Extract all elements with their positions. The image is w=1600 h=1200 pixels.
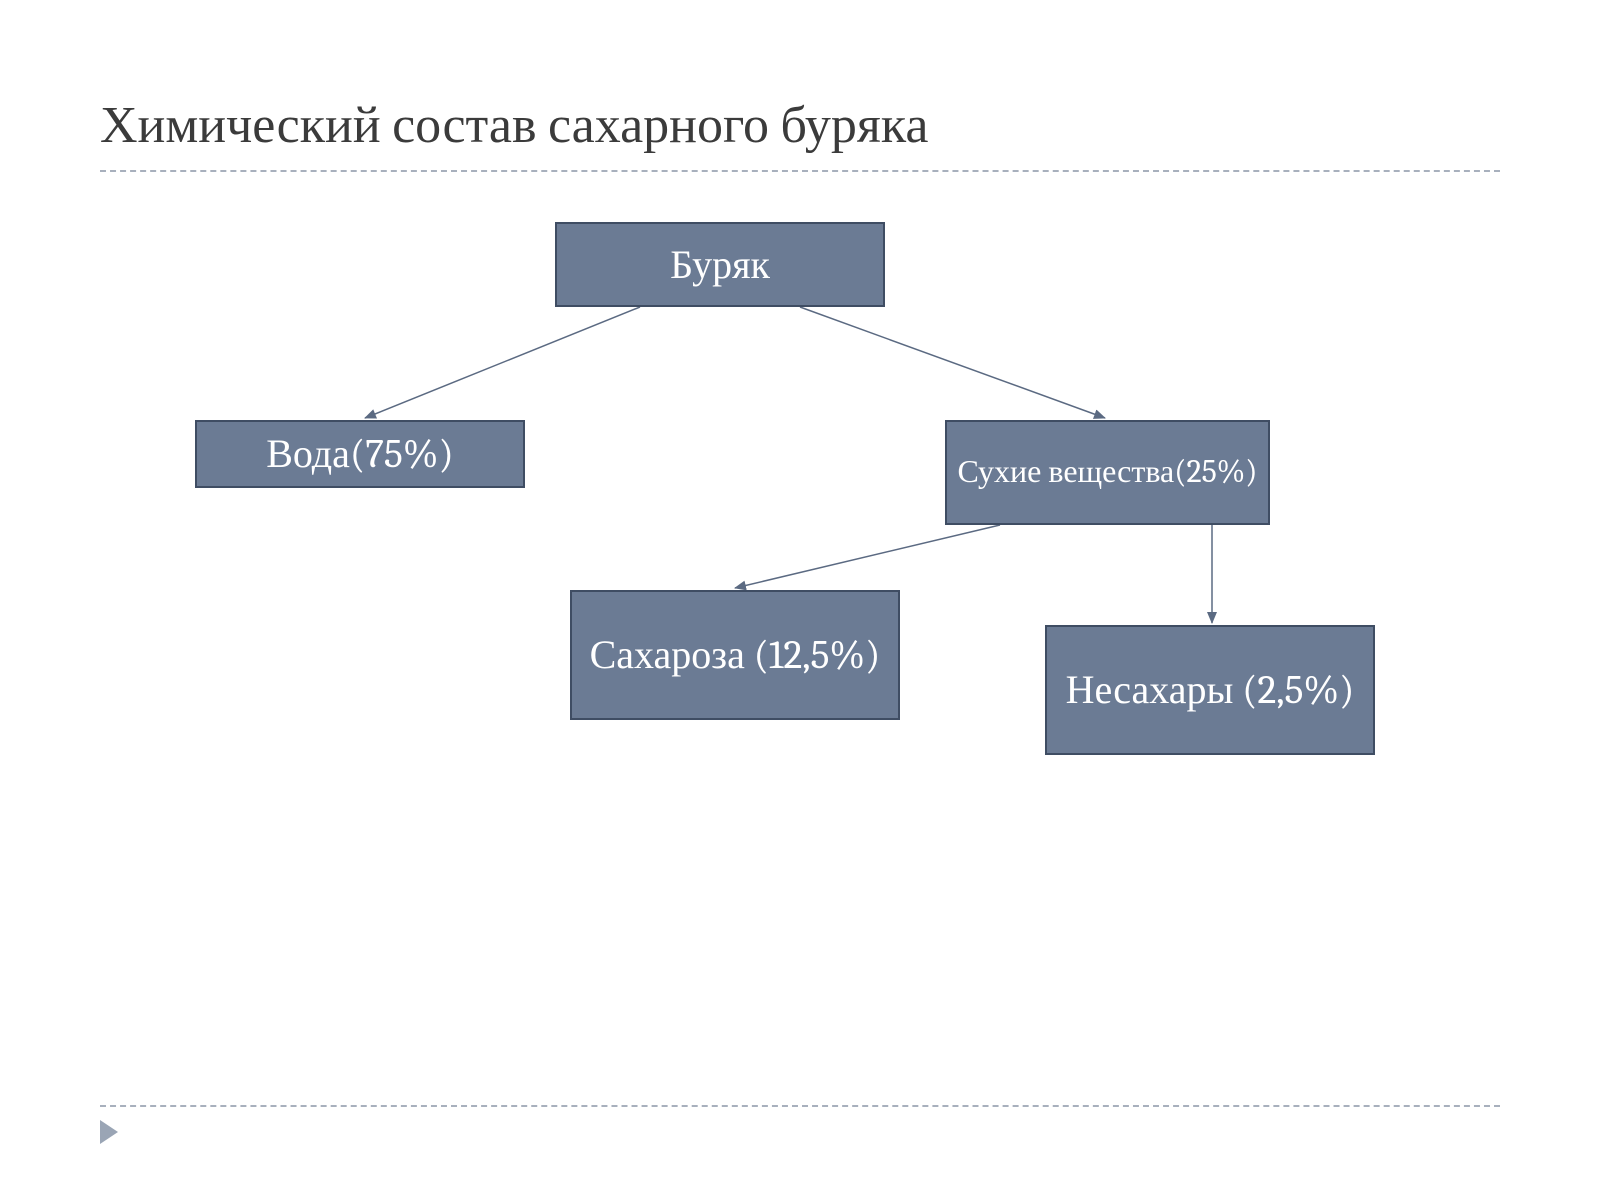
separator-top <box>100 170 1500 172</box>
node-sucrose: Сахароза (12,5%) <box>570 590 900 720</box>
node-root-label: Буряк <box>670 241 770 289</box>
node-dry: Сухие вещества(25%) <box>945 420 1270 525</box>
separator-bottom <box>100 1105 1500 1107</box>
chevron-right-icon <box>100 1120 118 1144</box>
node-water: Вода(75%) <box>195 420 525 488</box>
node-sucrose-label: Сахароза (12,5%) <box>590 631 881 679</box>
slide-title: Химический состав сахарного буряка <box>100 95 928 155</box>
node-dry-label: Сухие вещества(25%) <box>958 453 1258 491</box>
node-nonsugar-label: Несахары (2,5%) <box>1066 666 1355 714</box>
node-water-label: Вода(75%) <box>266 430 454 478</box>
node-nonsugar: Несахары (2,5%) <box>1045 625 1375 755</box>
node-root: Буряк <box>555 222 885 307</box>
